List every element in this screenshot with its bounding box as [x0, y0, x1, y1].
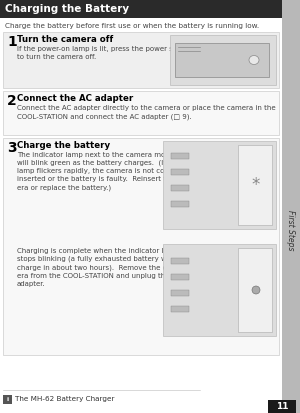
- Text: *: *: [252, 176, 260, 194]
- Bar: [171, 290, 189, 296]
- Text: Charging is complete when the indicator lamp
stops blinking (a fully exhausted b: Charging is complete when the indicator …: [17, 248, 184, 287]
- Bar: [163, 244, 276, 336]
- Text: 11: 11: [276, 402, 288, 411]
- Text: i: i: [6, 397, 9, 402]
- Text: Connect the AC adapter directly to the camera or place the camera in the
COOL-ST: Connect the AC adapter directly to the c…: [17, 105, 276, 119]
- Bar: [3, 395, 12, 404]
- Bar: [3, 138, 279, 355]
- Bar: [282, 0, 300, 413]
- Text: Connect the AC adapter: Connect the AC adapter: [17, 94, 133, 103]
- Bar: [171, 153, 189, 159]
- Bar: [268, 400, 296, 413]
- Bar: [238, 248, 272, 332]
- Bar: [3, 32, 279, 88]
- Text: Turn the camera off: Turn the camera off: [17, 35, 113, 44]
- Bar: [171, 201, 189, 207]
- Text: 1: 1: [7, 35, 17, 49]
- Text: Charge the battery before first use or when the battery is running low.: Charge the battery before first use or w…: [5, 23, 259, 29]
- Bar: [163, 141, 276, 229]
- Ellipse shape: [249, 55, 259, 64]
- Bar: [175, 43, 269, 77]
- Text: If the power-on lamp is lit, press the power switch
to turn the camera off.: If the power-on lamp is lit, press the p…: [17, 46, 192, 60]
- Bar: [3, 91, 279, 135]
- Bar: [171, 185, 189, 191]
- Text: 3: 3: [7, 141, 16, 155]
- Bar: [171, 306, 189, 312]
- Text: Charging the Battery: Charging the Battery: [5, 4, 129, 14]
- Bar: [238, 145, 272, 225]
- Ellipse shape: [252, 286, 260, 294]
- Bar: [171, 169, 189, 175]
- Bar: [0, 0, 282, 18]
- Bar: [170, 35, 276, 85]
- Text: 2: 2: [7, 94, 17, 108]
- Text: Charge the battery: Charge the battery: [17, 141, 110, 150]
- Bar: [171, 274, 189, 280]
- Text: The indicator lamp next to the camera monitor
will blink green as the battery ch: The indicator lamp next to the camera mo…: [17, 152, 194, 191]
- Text: The MH-62 Battery Charger: The MH-62 Battery Charger: [15, 396, 115, 403]
- Text: First Steps: First Steps: [286, 210, 296, 250]
- Bar: [171, 258, 189, 264]
